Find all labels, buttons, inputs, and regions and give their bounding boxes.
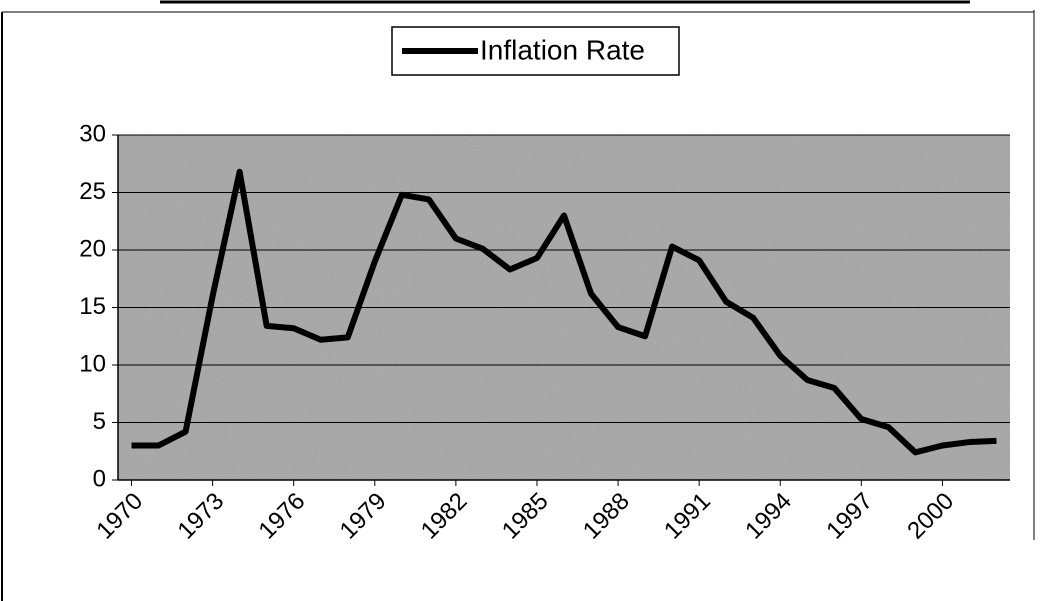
y-tick-label: 25 [79,178,106,205]
x-tick-label: 1976 [254,488,311,545]
x-tick-label: 2000 [902,488,959,545]
x-tick-label: 1991 [659,488,716,545]
legend-label: Inflation Rate [480,34,645,65]
x-tick-label: 1988 [578,488,635,545]
x-tick-label: 1994 [740,488,797,545]
y-tick-label: 30 [79,120,106,147]
x-tick-label: 1982 [416,488,473,545]
x-tick-label: 1970 [91,488,148,545]
x-tick-label: 1985 [497,488,554,545]
x-tick-label: 1997 [821,488,878,545]
y-tick-label: 0 [93,465,106,492]
y-tick-label: 10 [79,350,106,377]
x-tick-label: 1973 [172,488,229,545]
x-tick-label: 1979 [335,488,392,545]
series-line [131,168,997,456]
y-tick-label: 15 [79,293,106,320]
legend-box [391,26,680,76]
legend: Inflation Rate [391,26,680,76]
y-tick-label: 20 [79,235,106,262]
y-tick-label: 5 [93,408,106,435]
